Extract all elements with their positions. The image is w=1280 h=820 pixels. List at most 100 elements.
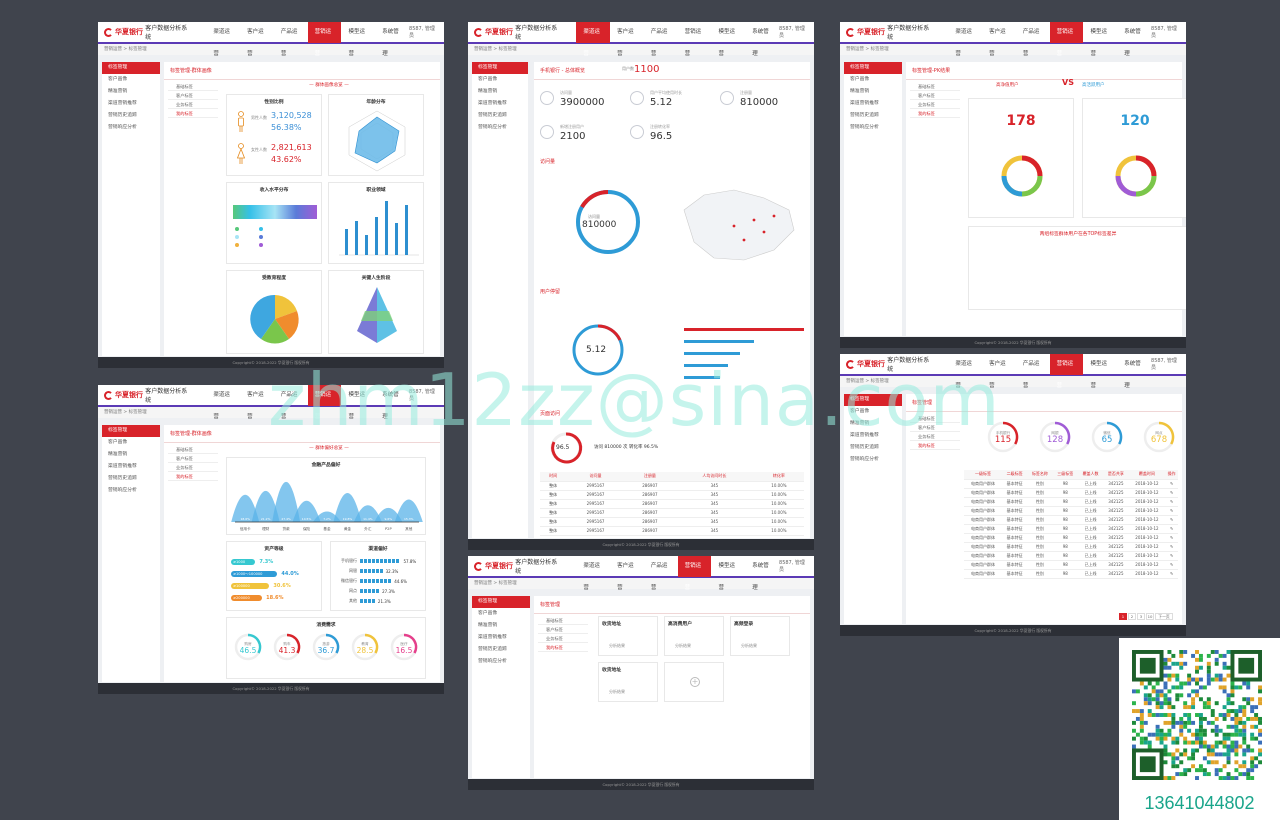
sidebar-item-response[interactable]: 营销响应分析 — [850, 457, 879, 462]
nav-product[interactable]: 产品运营 — [280, 29, 298, 57]
nav-channel[interactable]: 渠道运营 — [213, 29, 230, 57]
table-row[interactable]: 电商用户群体 基本特征 性别 98 已上线 342125 2018-10-12 ✎ — [964, 560, 1178, 570]
nav-model[interactable]: 模型运营 — [1090, 29, 1107, 57]
sidebar-item-history[interactable]: 营销历史追踪 — [478, 113, 507, 118]
nav-model[interactable]: 模型运营 — [348, 392, 365, 420]
nav-model[interactable]: 模型运营 — [348, 29, 365, 57]
nav-product[interactable]: 产品运营 — [280, 392, 298, 420]
nav-product[interactable]: 产品运营 — [650, 29, 668, 57]
nav-customer[interactable]: 客户运营 — [247, 29, 264, 57]
table-row[interactable]: 电商用户群体 基本特征 性别 98 已上线 342125 2018-10-12 ✎ — [964, 479, 1178, 489]
subnav-basic[interactable]: 基础标签 — [538, 616, 588, 625]
next-page-button[interactable]: 下一页 — [1155, 613, 1173, 620]
user-menu[interactable]: 8587, 管理员 — [409, 26, 435, 39]
subnav-basic[interactable]: 基础标签 — [168, 445, 218, 454]
nav-channel[interactable]: 渠道运营 — [955, 29, 972, 57]
sidebar-item-channel[interactable]: 渠道营销推荐 — [850, 101, 879, 106]
sidebar-item-portrait[interactable]: 客户画像 — [108, 440, 128, 445]
sidebar-item-precise[interactable]: 精准营销 — [108, 89, 128, 94]
table-row[interactable]: 整体 2995167 286907 345 10.00% — [540, 526, 804, 536]
table-row[interactable]: 整体 2995167 286907 345 10.00% — [540, 517, 804, 527]
sidebar-item-portrait[interactable]: 客户画像 — [478, 611, 498, 616]
user-menu[interactable]: 8587, 管理员 — [1151, 358, 1177, 371]
nav-channel[interactable]: 渠道运营 — [576, 22, 611, 57]
nav-customer[interactable]: 客户运营 — [247, 392, 264, 420]
page-button[interactable]: 3 — [1137, 613, 1145, 620]
user-menu[interactable]: 8587, 管理员 — [409, 389, 435, 402]
sidebar-item-channel[interactable]: 渠道营销推荐 — [478, 101, 507, 106]
sidebar-item-history[interactable]: 营销历史追踪 — [108, 113, 137, 118]
sidebar-item-portrait[interactable]: 客户画像 — [478, 77, 498, 82]
sidebar-item-channel[interactable]: 渠道营销推荐 — [108, 464, 137, 469]
sidebar-item-channel[interactable]: 渠道营销推荐 — [478, 635, 507, 640]
nav-system[interactable]: 系统管理 — [752, 563, 769, 591]
nav-marketing[interactable]: 营销运营 — [684, 29, 702, 57]
table-row[interactable]: 电商用户群体 基本特征 性别 98 已上线 342125 2018-10-12 ✎ — [964, 488, 1178, 498]
sidebar-item-response[interactable]: 营销响应分析 — [108, 125, 137, 130]
table-row[interactable]: 整体 2995167 286907 345 10.00% — [540, 490, 804, 500]
nav-marketing[interactable]: 营销运营 — [1049, 22, 1084, 57]
sidebar-item-history[interactable]: 营销历史追踪 — [850, 445, 879, 450]
nav-marketing[interactable]: 营销运营 — [1049, 354, 1084, 389]
sidebar-item-tags[interactable]: 标签管理 — [844, 394, 902, 406]
user-menu[interactable]: 8587, 管理员 — [779, 560, 805, 573]
tag-card-1[interactable]: 收货地址 分析结果 — [598, 616, 658, 656]
tag-card-4[interactable]: 收货地址 分析结果 — [598, 662, 658, 702]
sidebar-item-history[interactable]: 营销历史追踪 — [108, 476, 137, 481]
subnav-customer[interactable]: 客户标签 — [168, 454, 218, 463]
nav-product[interactable]: 产品运营 — [650, 563, 668, 591]
nav-model[interactable]: 模型运营 — [718, 563, 735, 591]
nav-channel[interactable]: 渠道运营 — [213, 392, 230, 420]
table-row[interactable]: 整体 2995167 286907 345 10.00% — [540, 508, 804, 518]
table-row[interactable]: 整体 2995167 286907 345 10.00% — [540, 481, 804, 491]
sidebar-item-response[interactable]: 营销响应分析 — [478, 125, 507, 130]
subnav-business[interactable]: 业务标签 — [168, 100, 218, 109]
table-row[interactable]: 电商用户群体 基本特征 性别 98 已上线 342125 2018-10-12 ✎ — [964, 497, 1178, 507]
page-button[interactable]: 1 — [1119, 613, 1127, 620]
nav-customer[interactable]: 客户运营 — [617, 29, 634, 57]
sidebar-item-channel[interactable]: 渠道营销推荐 — [108, 101, 137, 106]
nav-product[interactable]: 产品运营 — [1022, 29, 1040, 57]
table-row[interactable]: 电商用户群体 基本特征 性别 98 已上线 342125 2018-10-12 ✎ — [964, 524, 1178, 534]
subnav-mine[interactable]: 我的标签 — [910, 109, 960, 118]
nav-system[interactable]: 系统管理 — [1124, 29, 1141, 57]
nav-system[interactable]: 系统管理 — [1124, 361, 1141, 389]
sidebar-item-precise[interactable]: 精准营销 — [478, 623, 498, 628]
table-row[interactable]: 电商用户群体 基本特征 性别 98 已上线 342125 2018-10-12 ✎ — [964, 515, 1178, 525]
nav-marketing[interactable]: 营销运营 — [307, 22, 342, 57]
nav-channel[interactable]: 渠道运营 — [955, 361, 972, 389]
nav-customer[interactable]: 客户运营 — [989, 361, 1006, 389]
table-row[interactable]: 整体 2995167 286907 345 10.00% — [540, 499, 804, 509]
tag-card-3[interactable]: 高频登录 分析结果 — [730, 616, 790, 656]
sidebar-item-precise[interactable]: 精准营销 — [850, 89, 870, 94]
sidebar-item-tags[interactable]: 标签管理 — [472, 596, 530, 608]
subnav-customer[interactable]: 客户标签 — [910, 91, 960, 100]
page-button[interactable]: 2 — [1128, 613, 1136, 620]
nav-model[interactable]: 模型运营 — [1090, 361, 1107, 389]
table-row[interactable]: 电商用户群体 基本特征 性别 98 已上线 342125 2018-10-12 ✎ — [964, 551, 1178, 561]
subnav-mine[interactable]: 我的标签 — [168, 109, 218, 118]
subnav-mine[interactable]: 我的标签 — [538, 643, 588, 652]
subnav-mine[interactable]: 我的标签 — [168, 472, 218, 481]
user-menu[interactable]: 8587, 管理员 — [779, 26, 805, 39]
sidebar-item-portrait[interactable]: 客户画像 — [850, 409, 870, 414]
sidebar-item-portrait[interactable]: 客户画像 — [108, 77, 128, 82]
sidebar-item-tags[interactable]: 标签管理 — [472, 62, 528, 74]
sidebar-item-response[interactable]: 营销响应分析 — [108, 488, 137, 493]
subnav-basic[interactable]: 基础标签 — [910, 82, 960, 91]
nav-customer[interactable]: 客户运营 — [989, 29, 1006, 57]
table-row[interactable]: 电商用户群体 基本特征 性别 98 已上线 342125 2018-10-12 ✎ — [964, 506, 1178, 516]
add-tag-card[interactable]: + — [664, 662, 724, 702]
table-row[interactable]: 电商用户群体 基本特征 性别 98 已上线 342125 2018-10-12 ✎ — [964, 542, 1178, 552]
subnav-customer[interactable]: 客户标签 — [168, 91, 218, 100]
subnav-basic[interactable]: 基础标签 — [910, 414, 960, 423]
nav-system[interactable]: 系统管理 — [382, 392, 399, 420]
subnav-customer[interactable]: 客户标签 — [910, 423, 960, 432]
sidebar-item-channel[interactable]: 渠道营销推荐 — [850, 433, 879, 438]
nav-customer[interactable]: 客户运营 — [617, 563, 634, 591]
sidebar-item-precise[interactable]: 精准营销 — [108, 452, 128, 457]
sidebar-item-tags[interactable]: 标签管理 — [102, 62, 160, 74]
table-row[interactable]: 电商用户群体 基本特征 性别 98 已上线 342125 2018-10-12 ✎ — [964, 569, 1178, 579]
nav-system[interactable]: 系统管理 — [382, 29, 399, 57]
sidebar-item-precise[interactable]: 精准营销 — [478, 89, 498, 94]
